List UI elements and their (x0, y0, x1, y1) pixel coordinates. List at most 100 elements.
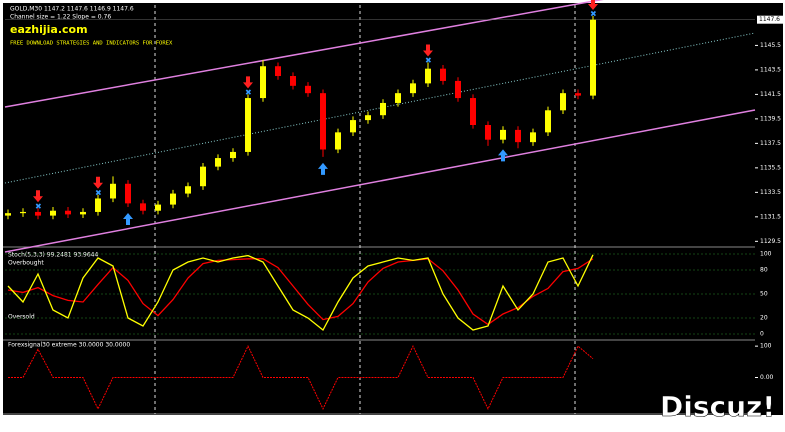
subtitle: Channel size = 1.22 Slope = 0.76 (10, 14, 111, 21)
y-tick-label: 1145.5 (760, 42, 781, 49)
sell-cross: ✖ (245, 88, 252, 97)
y-tick-label: 100 (760, 251, 772, 258)
candle-body (530, 132, 536, 143)
candle-body (155, 204, 161, 211)
y-tick-label: 0 (760, 331, 764, 338)
x-tick-label: 23 Dec 11:30 (43, 419, 80, 425)
x-tick-label: 28 Dec 19:30 (530, 419, 567, 425)
candle-body (215, 158, 221, 167)
site: eazhijia.com (10, 23, 88, 36)
y-tick-label: 1129.5 (760, 238, 781, 245)
candle-body (575, 93, 581, 96)
overbought-label: Overbought (8, 260, 44, 267)
y-tick-label: 100 (760, 343, 772, 350)
y-tick-label: 50 (760, 291, 768, 298)
x-tick-label: 27 Dec 04:30 (155, 419, 192, 425)
candle-body (455, 80, 461, 99)
candle-body (65, 210, 71, 215)
candle-body (80, 211, 86, 215)
x-tick-label: 28 Dec 15:30 (493, 419, 530, 425)
candle-body (395, 93, 401, 103)
candle-body (545, 110, 551, 133)
y-tick-label: 1139.5 (760, 115, 781, 122)
forexsignal-label: Forexsignal30 extreme 30.0000 30.0000 (8, 342, 130, 349)
buy-arrow (123, 213, 133, 226)
sell-arrow (93, 176, 103, 189)
candle-body (35, 211, 41, 216)
candle-body (500, 129, 506, 140)
y-tick-label: 1135.5 (760, 164, 781, 171)
y-tick-label: 1141.5 (760, 91, 781, 98)
candle-body (485, 125, 491, 140)
y-tick-label: 1131.5 (760, 213, 781, 220)
sell-arrow (243, 76, 253, 89)
y-tick-label: 0.00 (760, 374, 774, 381)
candle-body (125, 183, 131, 204)
candle-body (350, 120, 356, 133)
sell-arrow (588, 0, 598, 11)
candle-body (275, 66, 281, 77)
candle-body (320, 93, 326, 150)
candle-body (380, 102, 386, 116)
title: GOLD,M30 1147.2 1147.6 1146.9 1147.6 (10, 6, 134, 13)
candle-body (515, 129, 521, 143)
sell-cross: ✖ (425, 56, 432, 65)
candle-body (425, 68, 431, 84)
candle-body (95, 198, 101, 212)
candle-body (200, 166, 206, 187)
candle-body (590, 19, 596, 96)
candle-body (50, 210, 56, 216)
sell-cross: ✖ (95, 188, 102, 197)
candle-body (170, 193, 176, 205)
x-tick-label: 23 Dec 19:30 (118, 419, 155, 425)
candle-body (110, 183, 116, 199)
candle-body (440, 68, 446, 81)
channel-upper (4, 0, 604, 108)
candle-body (335, 132, 341, 150)
channel-lower (4, 109, 756, 253)
tagline: FREE DOWNLOAD STRATEGIES AND INDICATORS … (10, 41, 173, 47)
candle-body (260, 66, 266, 99)
y-tick-label: 1137.5 (760, 140, 781, 147)
y-tick-label: 1133.5 (760, 189, 781, 196)
x-tick-label: 28 Dec 23:30 (568, 419, 605, 425)
x-tick-label: 28 Dec 11:30 (455, 419, 492, 425)
candle-body (410, 83, 416, 94)
axis-background (755, 3, 783, 415)
sell-arrow (33, 190, 43, 203)
x-tick-label: 28 Dec 04:30 (380, 419, 417, 425)
y-tick-label: 80 (760, 267, 768, 274)
x-tick-label: 28 Dec 00:30 (343, 419, 380, 425)
x-tick-label: 23 Dec 2016 (5, 419, 41, 425)
candle-body (365, 115, 371, 121)
candle-body (20, 211, 26, 214)
buy-arrow (318, 162, 328, 175)
plot-background (3, 3, 755, 415)
x-tick-label: 27 Dec 12:30 (230, 419, 267, 425)
candle-body (470, 98, 476, 125)
candle-body (560, 93, 566, 111)
candle-body (5, 213, 11, 216)
x-tick-label: 27 Dec 16:30 (268, 419, 305, 425)
y-tick-label: 1143.5 (760, 66, 781, 73)
stoch-signal (7, 258, 594, 326)
forexsignal-line (8, 344, 594, 411)
x-tick-label: 28 Dec 07:30 (418, 419, 455, 425)
buy-arrow (498, 149, 508, 162)
stoch-main (7, 254, 594, 331)
x-tick-label: 27 Dec 20:30 (305, 419, 342, 425)
candle-body (140, 203, 146, 211)
last-price-label: 1147.6 (759, 16, 780, 23)
candle-body (230, 151, 236, 159)
stoch-label: Stoch(5,3,3) 99.2481 93.9644 (8, 252, 99, 259)
x-tick-label: 27 Dec 08:30 (193, 419, 230, 425)
sell-arrow (423, 44, 433, 57)
x-tick-label: 23 Dec 15:30 (80, 419, 117, 425)
candle-body (290, 76, 296, 86)
candle-body (245, 98, 251, 152)
watermark: Discuz! (660, 390, 775, 423)
y-tick-label: 20 (760, 315, 768, 322)
candle-body (305, 85, 311, 94)
candle-body (185, 186, 191, 194)
